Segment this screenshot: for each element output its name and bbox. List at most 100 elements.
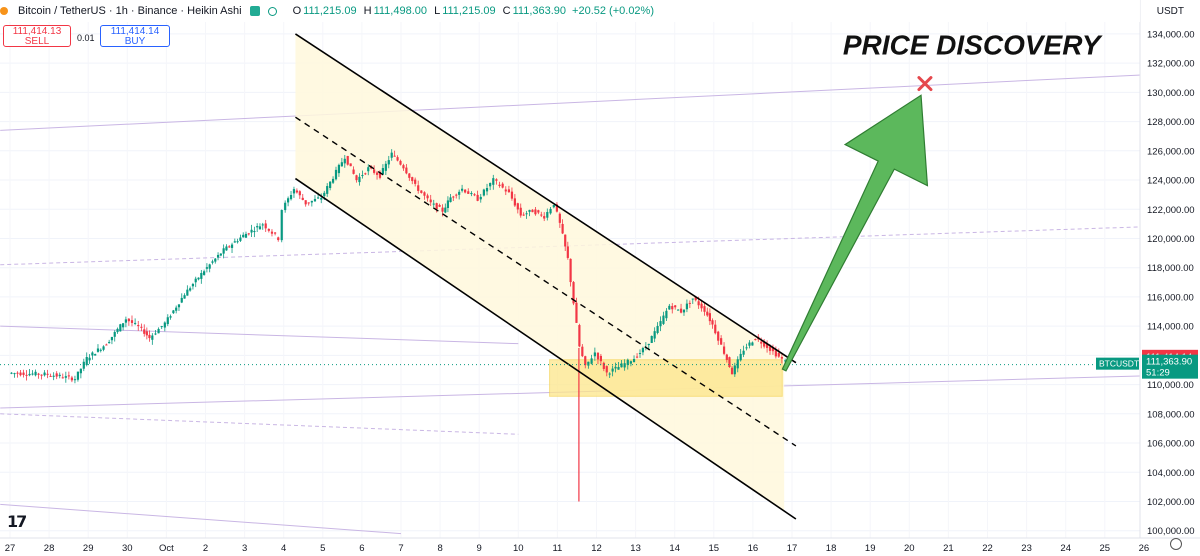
time-axis-background <box>0 538 1200 556</box>
candle-body <box>537 210 540 213</box>
time-tick-label: 11 <box>552 543 562 554</box>
candle-body <box>119 324 122 332</box>
trendline-bottom <box>0 503 402 535</box>
candle-body <box>677 309 680 311</box>
candle-body <box>390 152 393 158</box>
candle-body <box>605 366 608 373</box>
candle-body <box>134 322 137 324</box>
candle-body <box>426 195 429 199</box>
candle-body <box>267 228 270 231</box>
candle-body <box>703 306 706 312</box>
candle-body <box>558 213 561 223</box>
candle-body <box>320 198 323 200</box>
candle-body <box>632 358 636 363</box>
candle-body <box>593 352 596 357</box>
candle-body <box>498 184 501 186</box>
sell-button[interactable]: 111,414.13 SELL <box>3 25 71 47</box>
candle-body <box>780 357 783 359</box>
candle-body <box>691 298 694 300</box>
candle-body <box>289 194 293 200</box>
price-tick-label: 130,000.00 <box>1147 88 1195 99</box>
price-tick-label: 134,000.00 <box>1147 29 1195 40</box>
price-tick-label: 124,000.00 <box>1147 176 1195 187</box>
candle-body <box>682 309 686 313</box>
price-tick-label: 104,000.00 <box>1147 468 1195 479</box>
candle-body <box>180 297 183 303</box>
time-tick-label: 13 <box>630 543 641 554</box>
candle-body <box>277 237 280 241</box>
candle-body <box>205 267 208 269</box>
candle-body <box>96 348 100 352</box>
candle-body <box>513 198 516 206</box>
candle-body <box>73 379 77 381</box>
candle-body <box>82 361 85 369</box>
open-value: 111,215.09 <box>303 5 357 17</box>
candle-body <box>711 320 714 325</box>
candle-body <box>671 306 674 310</box>
high-value: 111,498.00 <box>373 5 427 17</box>
candle-body <box>697 301 700 306</box>
candle-body <box>531 209 534 213</box>
candle-body <box>284 202 287 211</box>
candle-body <box>617 367 620 370</box>
price-tick-label: 108,000.00 <box>1147 409 1195 420</box>
time-tick-label: 23 <box>1021 543 1032 554</box>
candle-body <box>108 341 111 344</box>
candle-body <box>748 342 751 346</box>
candle-body <box>127 318 130 322</box>
candle-body <box>495 179 498 181</box>
trendline-mid <box>0 226 1144 266</box>
time-tick-label: 27 <box>5 543 16 554</box>
settings-gear-icon[interactable] <box>1170 538 1182 550</box>
candle-body <box>555 204 559 212</box>
symbol-tag <box>1096 357 1139 370</box>
time-tick-label: 18 <box>826 543 837 554</box>
candle-body <box>208 264 211 269</box>
candle-body <box>641 348 645 353</box>
candle-body <box>10 372 13 374</box>
candle-body <box>717 331 720 341</box>
time-tick-label: 3 <box>242 543 247 554</box>
candle-body <box>384 163 387 171</box>
candle-body <box>175 307 178 311</box>
spread-value: 0.01 <box>77 33 95 43</box>
time-tick-label: 10 <box>513 543 524 554</box>
candle-body <box>725 354 728 360</box>
bitcoin-logo-icon <box>0 7 8 15</box>
candle-body <box>88 357 91 361</box>
candle-body <box>765 344 769 348</box>
candle-body <box>479 196 482 200</box>
candle-body <box>230 244 234 248</box>
price-discovery-label: PRICE DISCOVERY <box>843 29 1103 60</box>
candle-body <box>197 277 200 280</box>
currency-selector[interactable]: USDT <box>1156 6 1184 17</box>
change-value: +20.52 (+0.02%) <box>572 5 654 17</box>
candle-body <box>34 371 37 376</box>
candle-body <box>40 374 43 376</box>
candle-body <box>367 167 370 172</box>
candle-body <box>148 334 151 339</box>
tradingview-logo-icon[interactable]: 𝟭𝟳 <box>7 514 27 531</box>
chart-header: Bitcoin / TetherUS · 1h · Binance · Heik… <box>0 0 1140 22</box>
candle-body <box>361 175 364 177</box>
candle-body <box>614 366 617 369</box>
price-tick-label: 102,000.00 <box>1147 497 1195 508</box>
time-tick-label: 19 <box>865 543 876 554</box>
candle-body <box>105 344 108 346</box>
price-axis-background <box>1140 0 1200 556</box>
candle-body <box>525 213 528 215</box>
buy-button[interactable]: 111,414.14 BUY <box>100 25 170 47</box>
candle-body <box>540 214 543 216</box>
candle-body <box>656 325 659 334</box>
candle-body <box>154 333 157 335</box>
candle-body <box>596 352 600 360</box>
time-tick-label: 4 <box>281 543 286 554</box>
candle-body <box>61 377 64 379</box>
candle-body <box>668 305 671 310</box>
candle-body <box>352 169 355 174</box>
symbol-title[interactable]: Bitcoin / TetherUS · 1h · Binance · Heik… <box>18 5 242 17</box>
candle-body <box>700 303 703 309</box>
candle-body <box>337 164 341 174</box>
candle-body <box>768 346 772 351</box>
